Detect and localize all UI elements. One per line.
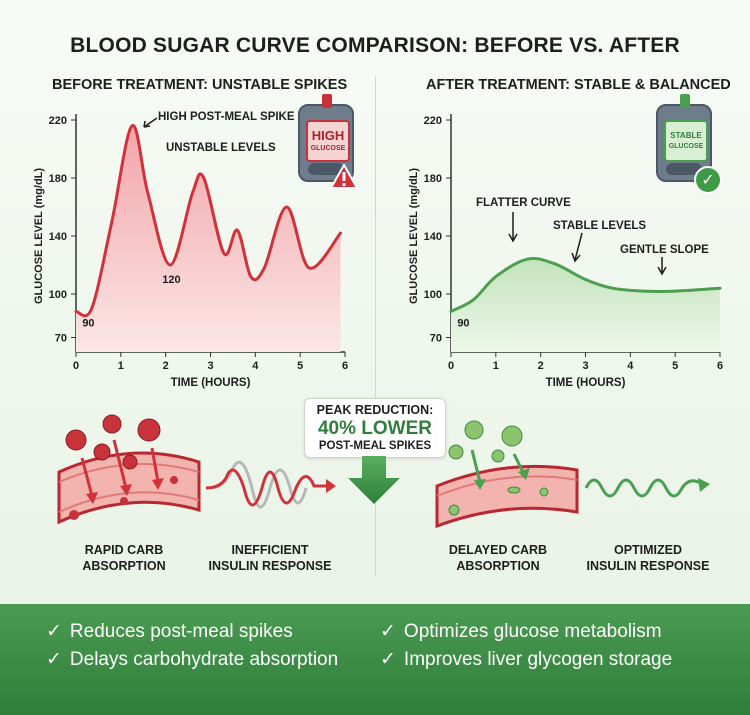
x-tick-label: 6	[717, 360, 723, 372]
meter-reading-sub: GLUCOSE	[668, 143, 704, 150]
after-panel-title: AFTER TREATMENT: STABLE & BALANCED	[426, 77, 731, 93]
check-icon: ✓	[46, 649, 62, 670]
x-tick-label: 1	[493, 360, 499, 372]
x-tick-label: 3	[207, 360, 213, 372]
unstable-levels-annotation: UNSTABLE LEVELS	[166, 142, 276, 154]
callout-subtext: POST-MEAL SPIKES	[318, 440, 432, 452]
meter-reading: STABLE	[670, 131, 702, 140]
y-tick-label: 70	[430, 333, 442, 345]
x-tick-label: 5	[672, 360, 678, 372]
check-icon: ✓	[694, 166, 722, 194]
gentle-slope-annotation: GENTLE SLOPE	[620, 244, 709, 256]
caption-rapid-carb: RAPID CARB ABSORPTION	[82, 543, 166, 573]
caption-inefficient-insulin: INEFFICIENT INSULIN RESPONSE	[208, 543, 332, 573]
y-tick-label: 140	[424, 231, 442, 243]
annotation-arrow	[571, 232, 583, 263]
benefits-banner: ✓ Reduces post-meal spikes ✓ Optimizes glu…	[0, 604, 750, 715]
x-tick-label: 0	[73, 360, 79, 372]
y-tick-label: 100	[424, 289, 442, 301]
panel-divider	[375, 76, 376, 576]
callout-value: 40% LOWER	[317, 418, 433, 439]
series-line	[74, 124, 342, 318]
x-tick-label: 2	[538, 360, 544, 372]
warning-icon	[330, 164, 358, 189]
meter-reading-sub: GLUCOSE	[310, 144, 346, 152]
x-tick-label: 4	[252, 360, 259, 372]
data-label: 120	[162, 274, 180, 286]
page-title: BLOOD SUGAR CURVE COMPARISON: BEFORE VS.…	[70, 34, 680, 57]
x-tick-label: 6	[342, 360, 348, 372]
benefit-item: ✓ Reduces post-meal spikes	[46, 621, 293, 642]
annotation-arrow	[657, 257, 667, 276]
y-tick-label: 140	[49, 231, 67, 243]
benefit-item: ✓ Delays carbohydrate absorption	[46, 649, 339, 670]
after-chart: 70 100 140 180 220 0 1 2 3 4 5 6 TIME (HOURS) GLUCOSE…	[408, 114, 723, 389]
x-axis-label: TIME (HOURS)	[546, 377, 626, 389]
optimized-insulin-wave-illustration	[584, 478, 710, 498]
y-tick-label: 220	[49, 115, 67, 127]
y-tick-label: 100	[49, 289, 67, 301]
x-tick-label: 0	[448, 360, 454, 372]
callout-heading: PEAK REDUCTION:	[316, 403, 434, 417]
x-tick-label: 4	[627, 360, 634, 372]
flatter-curve-annotation: FLATTER CURVE	[476, 197, 571, 209]
annotation-arrow	[143, 117, 158, 128]
high-spike-annotation: HIGH POST-MEAL SPIKE	[158, 111, 295, 123]
meter-reading: HIGH	[311, 127, 345, 143]
data-label: 90	[457, 318, 469, 330]
y-axis-label: GLUCOSE LEVEL (mg/dL)	[33, 168, 45, 304]
down-arrow-icon	[348, 456, 400, 504]
x-axis-label: TIME (HOURS)	[171, 377, 251, 389]
rapid-carb-absorption-illustration	[57, 414, 201, 525]
check-icon: ✓	[380, 649, 396, 670]
x-tick-label: 1	[118, 360, 124, 372]
before-chart: 70 100 140 180 220 0 1 2 3 4 5 6 TIME (HOURS) GLUCOSE…	[33, 114, 348, 389]
y-tick-label: 70	[55, 333, 67, 345]
delayed-carb-absorption-illustration	[435, 420, 579, 529]
y-tick-label: 220	[424, 115, 442, 127]
caption-optimized-insulin: OPTIMIZED INSULIN RESPONSE	[586, 543, 710, 573]
x-tick-label: 3	[582, 360, 588, 372]
peak-reduction-callout: PEAK REDUCTION: 40% LOWER POST-MEAL SPIK…	[304, 398, 446, 458]
high-glucose-meter: HIGH GLUCOSE	[298, 94, 354, 182]
series-line	[449, 256, 722, 313]
series-area	[76, 125, 341, 352]
x-tick-label: 2	[163, 360, 169, 372]
y-tick-label: 180	[49, 173, 67, 185]
x-tick-label: 5	[297, 360, 303, 372]
before-panel-title: BEFORE TREATMENT: UNSTABLE SPIKES	[52, 77, 348, 93]
annotation-arrow	[508, 212, 518, 243]
check-icon: ✓	[46, 621, 62, 642]
series-area	[451, 258, 720, 352]
check-icon: ✓	[380, 621, 396, 642]
y-tick-label: 180	[424, 173, 442, 185]
data-label: 90	[82, 318, 94, 330]
inefficient-insulin-wave-illustration	[205, 460, 336, 509]
stable-levels-annotation: STABLE LEVELS	[553, 220, 647, 232]
y-axis-label: GLUCOSE LEVEL (mg/dL)	[408, 168, 420, 304]
benefit-item: ✓ Improves liver glycogen storage	[380, 649, 673, 670]
caption-delayed-carb: DELAYED CARB ABSORPTION	[448, 543, 548, 573]
benefit-item: ✓ Optimizes glucose metabolism	[380, 621, 662, 642]
